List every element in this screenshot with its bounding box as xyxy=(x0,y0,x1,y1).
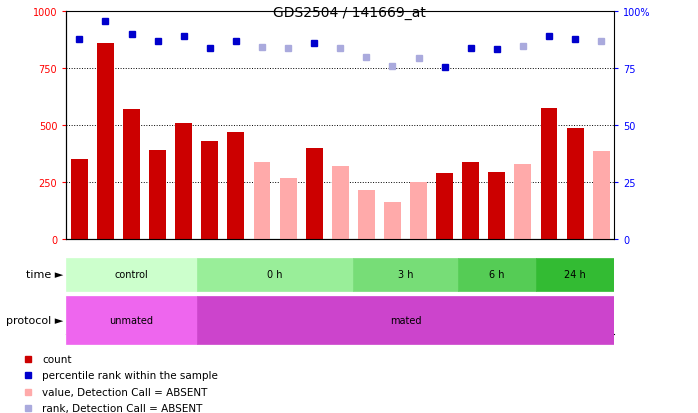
Bar xyxy=(149,151,166,240)
Bar xyxy=(66,296,197,344)
Text: GSM112947: GSM112947 xyxy=(232,295,240,341)
Bar xyxy=(306,149,322,240)
Bar xyxy=(197,258,353,292)
Bar xyxy=(458,258,536,292)
Text: GSM112945: GSM112945 xyxy=(179,295,188,341)
Text: GSM112943: GSM112943 xyxy=(153,295,162,341)
Text: GSM112972: GSM112972 xyxy=(570,295,579,341)
Bar xyxy=(197,296,614,344)
Bar xyxy=(593,152,609,240)
Bar xyxy=(540,109,558,240)
Text: GSM112942: GSM112942 xyxy=(127,295,136,341)
Text: GSM112931: GSM112931 xyxy=(75,295,84,341)
Bar xyxy=(66,258,197,292)
Text: GSM112963: GSM112963 xyxy=(388,295,397,341)
Text: control: control xyxy=(114,270,149,280)
Text: GSM112962: GSM112962 xyxy=(362,295,371,341)
Text: GSM112948: GSM112948 xyxy=(258,295,267,341)
Bar xyxy=(489,173,505,240)
Bar xyxy=(253,162,271,240)
Bar xyxy=(514,165,531,240)
Bar xyxy=(353,258,458,292)
Bar xyxy=(567,128,584,240)
Bar xyxy=(71,160,88,240)
Bar xyxy=(123,110,140,240)
Text: count: count xyxy=(42,354,71,364)
Text: GDS2504 / 141669_at: GDS2504 / 141669_at xyxy=(272,6,426,20)
Bar xyxy=(175,124,192,240)
Text: 6 h: 6 h xyxy=(489,270,505,280)
Text: GSM112950: GSM112950 xyxy=(310,295,319,341)
Bar xyxy=(384,202,401,240)
Text: GSM112967: GSM112967 xyxy=(466,295,475,341)
Text: GSM112965: GSM112965 xyxy=(440,295,449,341)
Bar xyxy=(462,162,480,240)
Text: unmated: unmated xyxy=(110,315,154,325)
Text: GSM112935: GSM112935 xyxy=(101,295,110,341)
Bar xyxy=(332,167,349,240)
Text: time ►: time ► xyxy=(26,270,63,280)
Bar xyxy=(358,191,375,240)
Text: rank, Detection Call = ABSENT: rank, Detection Call = ABSENT xyxy=(42,403,202,413)
Text: GSM112952: GSM112952 xyxy=(336,295,345,341)
Text: percentile rank within the sample: percentile rank within the sample xyxy=(42,370,218,380)
Bar xyxy=(280,178,297,240)
Text: GSM112949: GSM112949 xyxy=(283,295,292,341)
Text: GSM112971: GSM112971 xyxy=(544,295,554,341)
Text: 24 h: 24 h xyxy=(564,270,586,280)
Bar xyxy=(97,44,114,240)
Bar xyxy=(410,183,427,240)
Text: 0 h: 0 h xyxy=(267,270,283,280)
Text: mated: mated xyxy=(389,315,422,325)
Text: GSM112970: GSM112970 xyxy=(519,295,528,341)
Text: 3 h: 3 h xyxy=(398,270,413,280)
Text: protocol ►: protocol ► xyxy=(6,315,63,325)
Bar xyxy=(536,258,614,292)
Text: value, Detection Call = ABSENT: value, Detection Call = ABSENT xyxy=(42,387,207,397)
Text: GSM112946: GSM112946 xyxy=(205,295,214,341)
Bar xyxy=(201,142,218,240)
Bar xyxy=(436,173,453,240)
Text: GSM112964: GSM112964 xyxy=(414,295,423,341)
Bar xyxy=(228,133,244,240)
Text: GSM112968: GSM112968 xyxy=(492,295,501,341)
Text: GSM113345: GSM113345 xyxy=(597,295,606,342)
